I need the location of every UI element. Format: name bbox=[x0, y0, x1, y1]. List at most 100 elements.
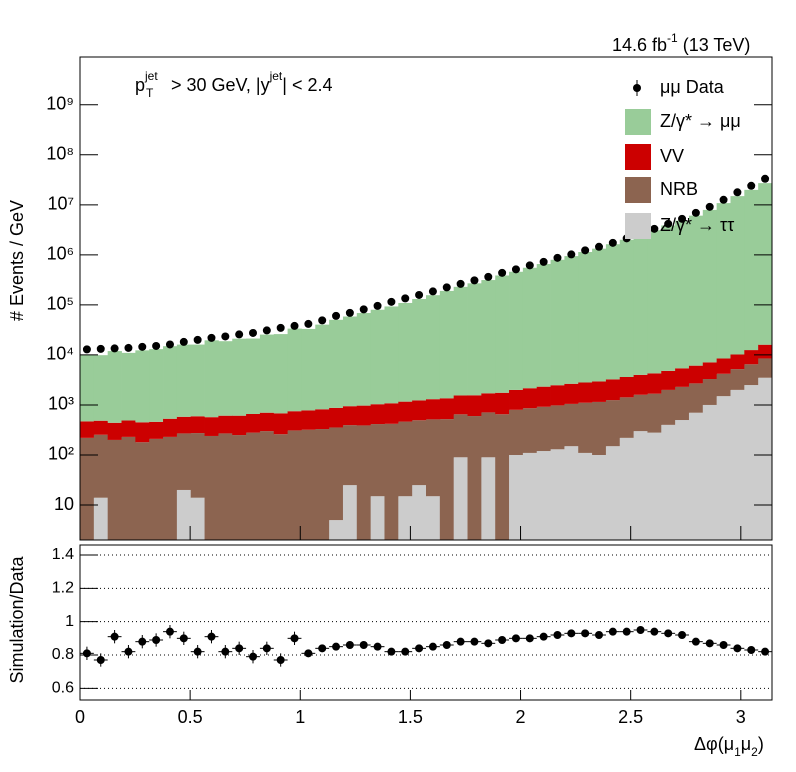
x-axis-label: Δφ(μ1μ2) bbox=[694, 734, 764, 759]
ratio-point bbox=[165, 627, 174, 636]
x-tick-label: 0 bbox=[75, 707, 85, 727]
stack-bar bbox=[315, 409, 330, 430]
stack-bar bbox=[578, 452, 593, 540]
y-tick-label: 1.4 bbox=[52, 546, 74, 563]
x-label-part: 1 bbox=[734, 745, 741, 759]
y-tick-label: 10⁶ bbox=[47, 244, 74, 264]
y-tick-label: 10⁵ bbox=[47, 294, 74, 314]
stack-bar bbox=[453, 395, 468, 415]
stack-bar bbox=[273, 434, 289, 540]
stack-bar bbox=[121, 352, 136, 421]
stack-bar bbox=[592, 381, 607, 402]
data-point bbox=[304, 319, 313, 328]
ratio-point bbox=[567, 629, 576, 638]
stack-bar bbox=[467, 416, 482, 540]
data-point bbox=[498, 268, 507, 277]
ratio-point bbox=[276, 656, 285, 664]
stack-bar bbox=[744, 350, 759, 365]
y-tick-label: 0.6 bbox=[52, 680, 74, 697]
stack-bar bbox=[592, 454, 607, 540]
ratio-point bbox=[152, 636, 161, 644]
ratio-point bbox=[82, 649, 91, 658]
stack-bar bbox=[356, 425, 372, 540]
stack-bar bbox=[93, 497, 109, 540]
stack-bar bbox=[135, 442, 150, 540]
ratio-point bbox=[678, 631, 687, 639]
stack-bar bbox=[758, 344, 773, 359]
data-point bbox=[428, 287, 437, 296]
stack-bar bbox=[467, 395, 482, 417]
stack-bar bbox=[384, 306, 399, 404]
stack-bar bbox=[329, 520, 344, 540]
stack-bar bbox=[190, 433, 205, 498]
ratio-point bbox=[345, 641, 354, 649]
cut-part: p bbox=[135, 75, 145, 95]
stack-bar bbox=[522, 388, 538, 409]
data-point bbox=[525, 261, 534, 270]
stack-bar bbox=[522, 267, 538, 389]
data-point bbox=[553, 253, 562, 262]
x-label-part: ) bbox=[758, 734, 764, 754]
ratio-point bbox=[595, 631, 603, 639]
stack-bar bbox=[744, 385, 759, 540]
stack-bar bbox=[453, 414, 468, 458]
ratio-frame bbox=[79, 544, 773, 701]
stack-bar bbox=[744, 189, 759, 351]
stack-bar bbox=[495, 392, 510, 415]
stack-bar bbox=[495, 414, 510, 540]
ratio-point bbox=[581, 629, 590, 638]
data-point bbox=[484, 272, 493, 281]
stack-bar bbox=[301, 429, 316, 540]
stack-bar bbox=[716, 358, 731, 374]
stack-bar bbox=[467, 283, 482, 396]
data-point bbox=[96, 344, 105, 353]
x-tick-label: 1.5 bbox=[398, 707, 423, 727]
stack-bar bbox=[342, 485, 358, 540]
legend-label: Z/γ* → μμ bbox=[660, 111, 741, 131]
stack-bar bbox=[218, 341, 233, 416]
stack-bar bbox=[605, 400, 621, 447]
stack-bar bbox=[702, 362, 718, 380]
legend-label: Z/γ* → ττ bbox=[660, 215, 734, 235]
stack-bar bbox=[509, 454, 524, 540]
stack-bar bbox=[619, 239, 635, 378]
stack-bar bbox=[522, 452, 538, 540]
stack-bar bbox=[315, 324, 330, 410]
stack-bar bbox=[149, 421, 164, 439]
cut-label: pjet T > 30 GeV, |yjet| < 2.4 bbox=[135, 69, 333, 100]
stack-bar bbox=[578, 382, 593, 403]
stack-bar bbox=[536, 386, 551, 407]
stack-bar bbox=[481, 280, 496, 394]
data-point bbox=[705, 202, 714, 211]
legend-swatch bbox=[625, 177, 651, 203]
stack-bar bbox=[370, 309, 385, 405]
ratio-point bbox=[733, 644, 742, 653]
data-point bbox=[719, 195, 728, 204]
y-tick-label: 10³ bbox=[48, 394, 74, 414]
stack-bar bbox=[287, 328, 302, 412]
data-point bbox=[152, 341, 161, 350]
stack-bar bbox=[246, 413, 261, 433]
stack-bar bbox=[259, 412, 275, 432]
stack-bar bbox=[426, 399, 441, 420]
stack-bar bbox=[509, 409, 524, 455]
stack-bar bbox=[439, 290, 455, 399]
data-point bbox=[678, 214, 687, 223]
data-point bbox=[539, 257, 548, 266]
ratio-point bbox=[221, 647, 230, 656]
stack-bar bbox=[232, 415, 247, 436]
data-point bbox=[359, 305, 368, 314]
data-point bbox=[608, 238, 617, 247]
data-point bbox=[373, 301, 382, 310]
data-point bbox=[511, 265, 520, 274]
stack-bar bbox=[190, 344, 205, 417]
stack-bar bbox=[578, 402, 593, 453]
ratio-point bbox=[636, 626, 645, 634]
stack-bar bbox=[702, 379, 718, 405]
stack-bar bbox=[259, 334, 275, 413]
legend-label: μμ Data bbox=[660, 77, 725, 97]
ratio-point bbox=[525, 634, 534, 643]
stack-bar bbox=[633, 431, 648, 540]
ratio-point bbox=[470, 637, 479, 646]
